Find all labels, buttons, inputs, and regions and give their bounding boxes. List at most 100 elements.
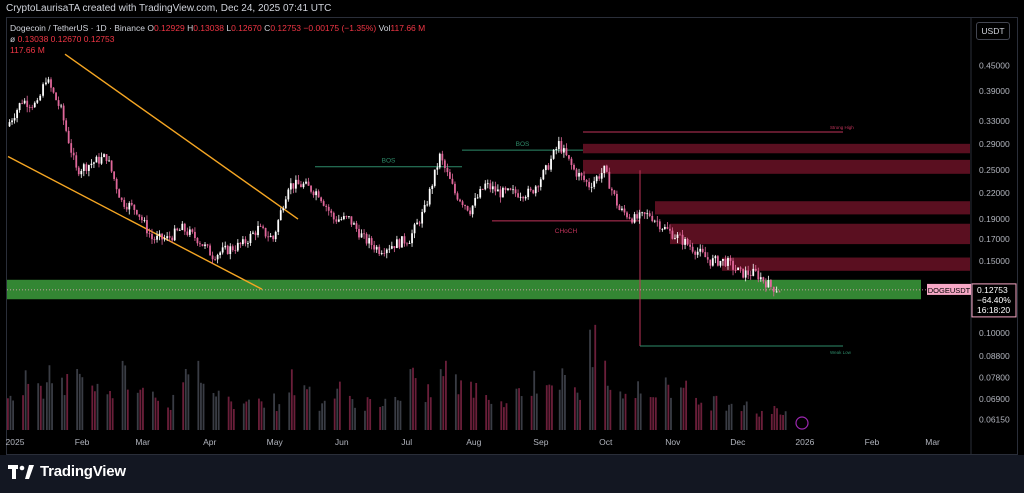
candle-body[interactable]: [282, 208, 285, 211]
candle-body[interactable]: [479, 189, 482, 198]
candle-body[interactable]: [732, 260, 734, 270]
candle-body[interactable]: [181, 223, 184, 231]
candle-body[interactable]: [93, 162, 95, 164]
candle-body[interactable]: [517, 193, 519, 198]
candle-body[interactable]: [658, 221, 661, 230]
candle-body[interactable]: [573, 164, 575, 170]
candle-body[interactable]: [373, 245, 376, 250]
currency-button[interactable]: USDT: [976, 22, 1010, 40]
candle-body[interactable]: [168, 236, 171, 238]
candle-body[interactable]: [380, 253, 383, 254]
candle-body[interactable]: [699, 248, 702, 252]
candle-body[interactable]: [509, 188, 512, 190]
candle-body[interactable]: [269, 235, 272, 238]
candle-body[interactable]: [254, 232, 257, 236]
candle-body[interactable]: [653, 220, 656, 222]
candle-body[interactable]: [770, 280, 772, 287]
candle-body[interactable]: [542, 170, 545, 180]
candle-body[interactable]: [550, 158, 552, 170]
candle-body[interactable]: [686, 238, 689, 245]
candle-body[interactable]: [674, 238, 676, 239]
candle-body[interactable]: [388, 248, 391, 250]
candle-body[interactable]: [408, 243, 411, 244]
candle-body[interactable]: [82, 164, 85, 171]
candle-body[interactable]: [21, 103, 24, 104]
candle-body[interactable]: [252, 232, 254, 234]
candle-body[interactable]: [47, 79, 50, 83]
candle-body[interactable]: [289, 183, 292, 190]
candle-body[interactable]: [171, 237, 174, 241]
candle-body[interactable]: [140, 216, 143, 221]
candle-body[interactable]: [598, 176, 601, 179]
candle-body[interactable]: [578, 172, 580, 177]
candle-body[interactable]: [496, 189, 499, 192]
candle-body[interactable]: [262, 226, 264, 228]
candle-body[interactable]: [681, 234, 684, 245]
candle-body[interactable]: [590, 186, 593, 188]
candle-body[interactable]: [403, 236, 406, 244]
candle-body[interactable]: [742, 268, 745, 278]
candle-body[interactable]: [519, 196, 522, 198]
candle-body[interactable]: [65, 120, 68, 131]
candle-body[interactable]: [464, 205, 466, 206]
candle-body[interactable]: [80, 170, 83, 175]
candle-body[interactable]: [186, 231, 189, 235]
candle-body[interactable]: [585, 180, 588, 182]
candle-body[interactable]: [70, 143, 73, 153]
candle-body[interactable]: [744, 270, 747, 278]
candle-body[interactable]: [568, 155, 570, 159]
candle-body[interactable]: [679, 234, 681, 236]
candle-body[interactable]: [135, 209, 138, 215]
candle-body[interactable]: [537, 186, 540, 188]
candle-body[interactable]: [219, 252, 222, 255]
candle-body[interactable]: [621, 208, 623, 211]
candle-body[interactable]: [466, 205, 469, 211]
candle-body[interactable]: [57, 100, 60, 106]
candle-body[interactable]: [494, 186, 497, 192]
candle-body[interactable]: [706, 257, 709, 260]
candle-body[interactable]: [201, 244, 204, 247]
candle-body[interactable]: [689, 244, 692, 247]
candle-body[interactable]: [143, 220, 146, 221]
candle-body[interactable]: [651, 216, 654, 222]
candle-body[interactable]: [335, 219, 338, 222]
candle-body[interactable]: [221, 247, 224, 253]
candle-body[interactable]: [532, 190, 535, 194]
candle-body[interactable]: [241, 239, 244, 245]
candle-body[interactable]: [194, 231, 196, 238]
candle-body[interactable]: [95, 156, 98, 163]
candle-body[interactable]: [113, 171, 116, 180]
candle-body[interactable]: [454, 183, 456, 194]
candle-body[interactable]: [146, 220, 148, 234]
candle-body[interactable]: [648, 213, 651, 217]
candle-body[interactable]: [529, 188, 532, 191]
candle-body[interactable]: [398, 239, 401, 248]
candle-body[interactable]: [580, 172, 583, 176]
candle-body[interactable]: [327, 206, 330, 211]
candle-body[interactable]: [163, 238, 166, 240]
candle-body[interactable]: [31, 107, 34, 108]
candle-body[interactable]: [204, 244, 206, 247]
candle-body[interactable]: [727, 258, 729, 266]
candle-body[interactable]: [45, 82, 47, 85]
candle-body[interactable]: [514, 189, 517, 194]
candle-body[interactable]: [671, 230, 674, 239]
candle-body[interactable]: [292, 183, 295, 189]
candle-body[interactable]: [747, 270, 750, 275]
candle-body[interactable]: [87, 165, 90, 171]
candle-body[interactable]: [646, 213, 649, 215]
candle-body[interactable]: [148, 233, 151, 235]
candle-body[interactable]: [775, 291, 778, 293]
candle-body[interactable]: [337, 219, 340, 222]
candle-body[interactable]: [85, 164, 88, 171]
candle-body[interactable]: [719, 260, 722, 266]
candle-body[interactable]: [759, 277, 762, 280]
candle-body[interactable]: [423, 204, 426, 212]
candle-body[interactable]: [229, 246, 232, 255]
candle-body[interactable]: [628, 217, 631, 219]
candle-body[interactable]: [307, 181, 310, 186]
candle-body[interactable]: [297, 179, 300, 185]
candle-body[interactable]: [209, 245, 211, 256]
replay-icon[interactable]: [795, 416, 809, 430]
